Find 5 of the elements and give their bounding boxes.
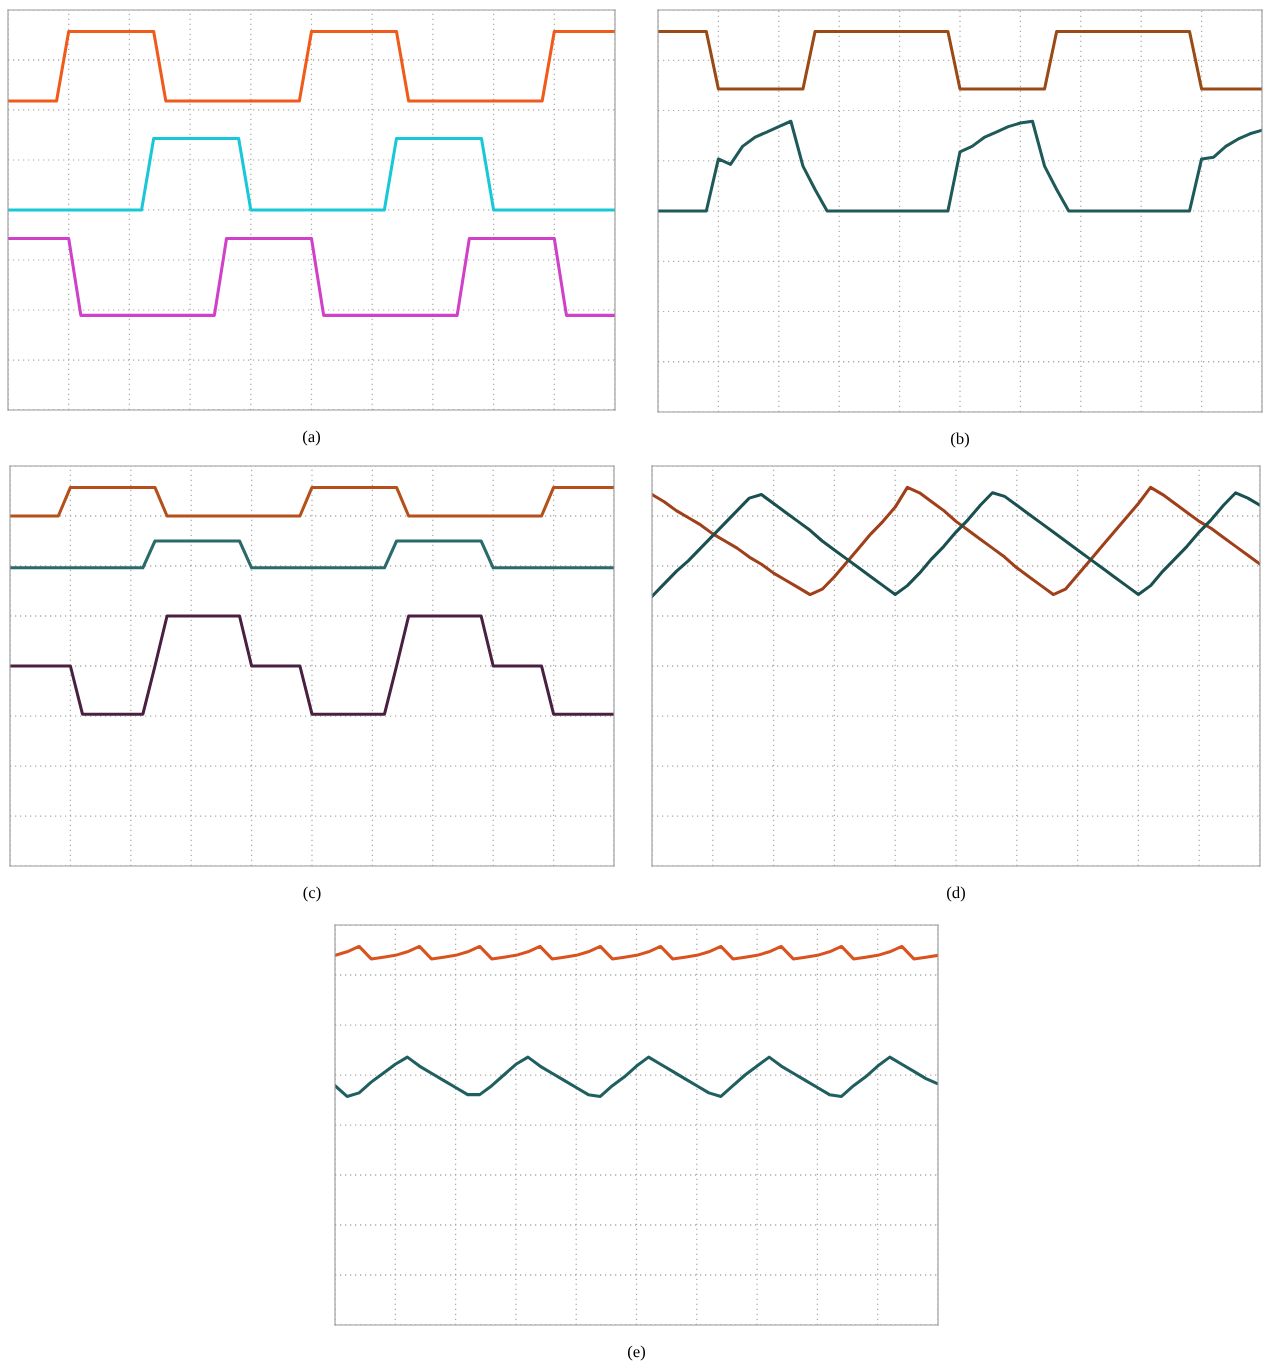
text: (b) — [951, 432, 969, 448]
text: (c) — [303, 886, 321, 902]
text: (e) — [627, 1345, 646, 1361]
text: (d) — [947, 886, 965, 902]
text: (a) — [302, 430, 321, 446]
